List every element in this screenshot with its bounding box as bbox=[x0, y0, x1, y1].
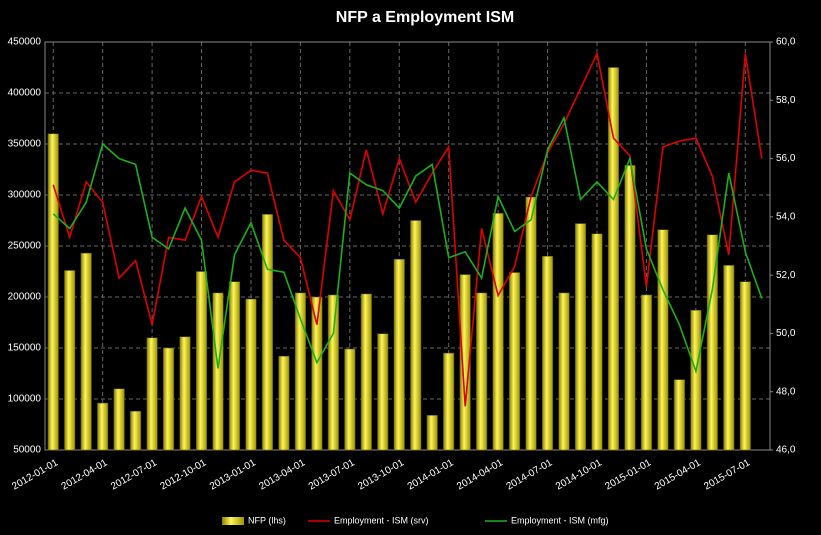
legend-label: Employment - ISM (srv) bbox=[334, 515, 429, 525]
legend-label: NFP (lhs) bbox=[248, 515, 286, 525]
bar bbox=[739, 281, 751, 451]
bar bbox=[261, 214, 273, 451]
bar bbox=[459, 274, 471, 451]
bar bbox=[113, 388, 125, 451]
bar bbox=[476, 292, 488, 451]
bar bbox=[624, 165, 636, 451]
bar bbox=[426, 415, 438, 451]
bar bbox=[443, 352, 455, 451]
bar bbox=[706, 234, 718, 451]
chart-title: NFP a Employment ISM bbox=[336, 9, 514, 26]
bar bbox=[327, 294, 339, 451]
y-tick-label: 250000 bbox=[8, 241, 42, 252]
y-tick-label: 400000 bbox=[8, 88, 42, 99]
bar bbox=[80, 252, 92, 451]
y2-tick-label: 48,0 bbox=[776, 386, 796, 397]
y-tick-label: 450000 bbox=[8, 37, 42, 48]
y-tick-label: 350000 bbox=[8, 139, 42, 150]
y-tick-label: 50000 bbox=[13, 445, 41, 456]
y2-tick-label: 52,0 bbox=[776, 270, 796, 281]
bar bbox=[311, 296, 323, 451]
y-tick-label: 150000 bbox=[8, 343, 42, 354]
bar bbox=[146, 337, 158, 451]
bar bbox=[542, 255, 554, 451]
bar bbox=[344, 348, 356, 451]
bar bbox=[97, 402, 109, 451]
bar bbox=[492, 213, 504, 451]
legend-label: Employment - ISM (mfg) bbox=[511, 515, 609, 525]
bar bbox=[574, 223, 587, 451]
y2-tick-label: 46,0 bbox=[776, 445, 796, 456]
bar bbox=[525, 196, 537, 451]
bar bbox=[509, 272, 521, 451]
y2-tick-label: 58,0 bbox=[776, 95, 796, 106]
bar bbox=[591, 233, 603, 451]
bar bbox=[278, 355, 290, 451]
bar bbox=[245, 298, 257, 451]
y2-tick-label: 50,0 bbox=[776, 328, 796, 339]
bar bbox=[558, 292, 570, 451]
y-tick-label: 200000 bbox=[8, 292, 42, 303]
bar bbox=[723, 265, 735, 451]
y-tick-label: 300000 bbox=[8, 190, 42, 201]
bar bbox=[360, 293, 372, 451]
y2-tick-label: 54,0 bbox=[776, 211, 796, 222]
bar bbox=[640, 294, 652, 451]
bar bbox=[690, 310, 702, 451]
legend-swatch bbox=[222, 517, 244, 525]
plot-frame bbox=[44, 41, 771, 451]
y2-tick-label: 56,0 bbox=[776, 153, 796, 164]
y2-tick-label: 60,0 bbox=[776, 37, 796, 48]
bar bbox=[163, 347, 175, 451]
bar bbox=[673, 379, 685, 451]
bar bbox=[410, 220, 422, 451]
bar bbox=[294, 292, 306, 451]
bar bbox=[196, 271, 208, 451]
bar bbox=[64, 270, 76, 451]
bar bbox=[228, 281, 241, 451]
bar bbox=[179, 336, 191, 451]
bar bbox=[212, 292, 224, 451]
bar bbox=[130, 410, 142, 451]
bar bbox=[377, 333, 389, 451]
y-tick-label: 100000 bbox=[8, 394, 42, 405]
bar bbox=[393, 259, 405, 451]
bar bbox=[47, 133, 59, 451]
bar bbox=[607, 67, 619, 451]
line bbox=[52, 51, 763, 407]
bar bbox=[657, 229, 669, 451]
line bbox=[52, 115, 763, 375]
